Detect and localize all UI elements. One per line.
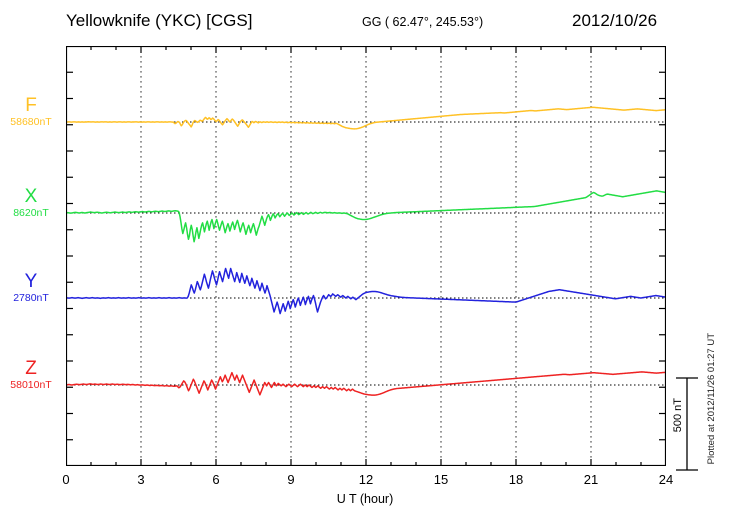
trace-F [66,106,666,130]
trace-Z [66,371,666,396]
x-tick-label: 0 [62,472,70,487]
x-axis-label: U T (hour) [336,492,394,506]
plot-frame [66,46,666,466]
component-symbol-X: X [24,186,38,207]
component-symbol-Y: Y [24,271,38,292]
component-baseline-F: 58680nT [10,116,52,128]
component-label-F: F 58680nT [0,96,62,129]
x-tick-label: 9 [287,472,295,487]
observation-date: 2012/10/26 [572,11,658,30]
x-tick-label: 12 [358,472,374,487]
component-label-Z: Z 58010nT [0,359,62,392]
plotted-timestamp: Plotted at 2012/11/26 01:27 UT [706,333,717,465]
scale-bar-label: 500 nT [672,398,684,433]
trace-Y [66,267,666,315]
component-label-X: X 8620nT [0,187,62,220]
x-tick-label: 6 [212,472,220,487]
x-tick-label: 18 [508,472,524,487]
x-tick-label: 15 [433,472,449,487]
magnetogram-plot [66,46,666,466]
component-baseline-Y: 2780nT [13,292,49,304]
grid-lines [140,46,592,466]
axis-ticks [66,46,666,466]
component-symbol-F: F [25,95,37,116]
trace-lines [66,106,666,396]
component-label-Y: Y 2780nT [0,272,62,305]
x-tick-label: 21 [583,472,599,487]
component-baseline-X: 8620nT [13,207,49,219]
page-title: Yellowknife (YKC) [CGS] [66,11,253,30]
x-tick-label: 24 [658,472,674,487]
x-tick-label: 3 [137,472,145,487]
geographic-coordinates: GG ( 62.47°, 245.53°) [362,15,484,29]
trace-X [66,190,666,243]
component-baseline-Z: 58010nT [10,379,52,391]
scale-bar [676,377,698,471]
magnetogram-svg [66,46,666,466]
component-symbol-Z: Z [25,358,37,379]
